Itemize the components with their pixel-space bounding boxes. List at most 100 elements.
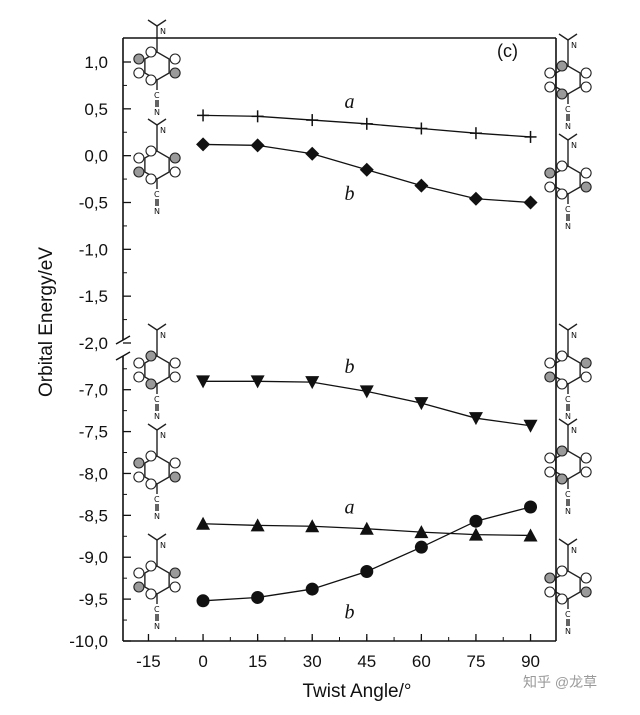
- atom-label: N: [154, 512, 160, 521]
- y-tick-label: -1,5: [79, 287, 108, 306]
- data-point-triangle-up: [414, 525, 429, 539]
- y-tick-label: 0,0: [84, 147, 108, 166]
- orbital-lobe: [544, 181, 556, 193]
- y-axis-title: Orbital Energy/eV: [36, 247, 57, 397]
- x-tick-label: 0: [198, 652, 207, 671]
- atom-label: N: [565, 507, 571, 516]
- orbital-lobe: [556, 378, 568, 390]
- orbital-lobe: [133, 67, 145, 79]
- chart-marks: [196, 109, 538, 608]
- orbital-lobe: [169, 371, 181, 383]
- orbital-lobe: [544, 586, 556, 598]
- y-tick-label: -9,0: [79, 548, 108, 567]
- data-point-plus: [251, 110, 264, 123]
- orbital-lobe: [544, 67, 556, 79]
- data-point-diamond: [250, 138, 265, 153]
- bond: [567, 538, 578, 546]
- orbital-lobe: [544, 452, 556, 464]
- bond: [147, 118, 158, 126]
- molecule-sketch: NCN: [133, 118, 181, 216]
- data-point-circle: [524, 500, 538, 514]
- molecule-sketch: NCN: [544, 418, 592, 516]
- atom-label: N: [160, 431, 166, 440]
- data-point-triangle-down: [468, 412, 483, 426]
- data-point-triangle-down: [196, 375, 211, 389]
- data-point-triangle-down: [414, 397, 429, 411]
- orbital-lobe: [544, 81, 556, 93]
- panel-label: (c): [497, 41, 518, 61]
- orbital-lobe: [133, 567, 145, 579]
- orbital-lobe: [133, 152, 145, 164]
- data-point-diamond: [468, 191, 483, 206]
- orbital-lobe: [133, 53, 145, 65]
- orbital-lobe: [556, 445, 568, 457]
- molecule-sketch: NCN: [544, 323, 592, 421]
- molecule-sketch: NCN: [133, 323, 181, 421]
- orbital-lobe: [556, 593, 568, 605]
- series-annotation-b: b: [345, 356, 355, 378]
- orbital-lobe: [544, 167, 556, 179]
- atom-label: N: [160, 331, 166, 340]
- bond: [147, 533, 158, 541]
- molecule-sketch: NCN: [133, 533, 181, 631]
- orbital-lobe: [133, 581, 145, 593]
- orbital-lobe: [145, 560, 157, 572]
- orbital-lobe: [169, 457, 181, 469]
- atom-label: N: [565, 122, 571, 131]
- orbital-lobe: [580, 586, 592, 598]
- atom-label: C: [565, 490, 571, 499]
- y-tick-label: -9,5: [79, 590, 108, 609]
- watermark: 知乎 @龙草: [523, 674, 597, 690]
- y-tick-label: -7,5: [79, 423, 108, 442]
- orbital-lobe: [580, 81, 592, 93]
- atom-label: N: [565, 627, 571, 636]
- orbital-lobe: [145, 588, 157, 600]
- axis-break-mark: [115, 335, 131, 345]
- orbital-lobe: [580, 181, 592, 193]
- bond: [558, 323, 569, 331]
- data-point-circle: [414, 540, 428, 554]
- bond: [558, 133, 569, 141]
- molecule-sketch: NCN: [133, 19, 181, 117]
- orbital-lobe: [556, 350, 568, 362]
- series-annotation-b: b: [345, 183, 355, 205]
- orbital-lobe: [556, 473, 568, 485]
- data-point-triangle-down: [250, 375, 265, 389]
- y-tick-label: -2,0: [79, 334, 108, 353]
- orbital-lobe: [145, 450, 157, 462]
- orbital-lobe: [145, 46, 157, 58]
- chart-axes: [115, 37, 557, 642]
- y-tick-label: -7,0: [79, 381, 108, 400]
- y-tick-label: 0,5: [84, 100, 108, 119]
- bond: [156, 533, 167, 541]
- atom-label: C: [565, 395, 571, 404]
- y-tick-label: -0,5: [79, 194, 108, 213]
- bond: [567, 33, 578, 41]
- data-point-diamond: [523, 195, 538, 210]
- data-point-plus: [197, 109, 210, 122]
- orbital-lobe: [169, 581, 181, 593]
- data-point-plus: [360, 117, 373, 130]
- atom-label: N: [565, 222, 571, 231]
- orbital-lobe: [169, 67, 181, 79]
- orbital-lobe: [169, 152, 181, 164]
- orbital-lobe: [556, 160, 568, 172]
- orbital-lobe: [169, 357, 181, 369]
- orbital-lobe: [145, 173, 157, 185]
- y-tick-label: 1,0: [84, 53, 108, 72]
- data-point-circle: [360, 564, 374, 578]
- orbital-lobe: [133, 166, 145, 178]
- orbital-lobe: [580, 67, 592, 79]
- bond: [558, 33, 569, 41]
- data-point-diamond: [414, 178, 429, 193]
- bond: [147, 423, 158, 431]
- data-point-diamond: [305, 146, 320, 161]
- molecule-sketch: NCN: [544, 538, 592, 636]
- molecule-sketch: NCN: [544, 133, 592, 231]
- data-point-diamond: [196, 137, 211, 152]
- orbital-lobe: [133, 457, 145, 469]
- orbital-lobe: [169, 53, 181, 65]
